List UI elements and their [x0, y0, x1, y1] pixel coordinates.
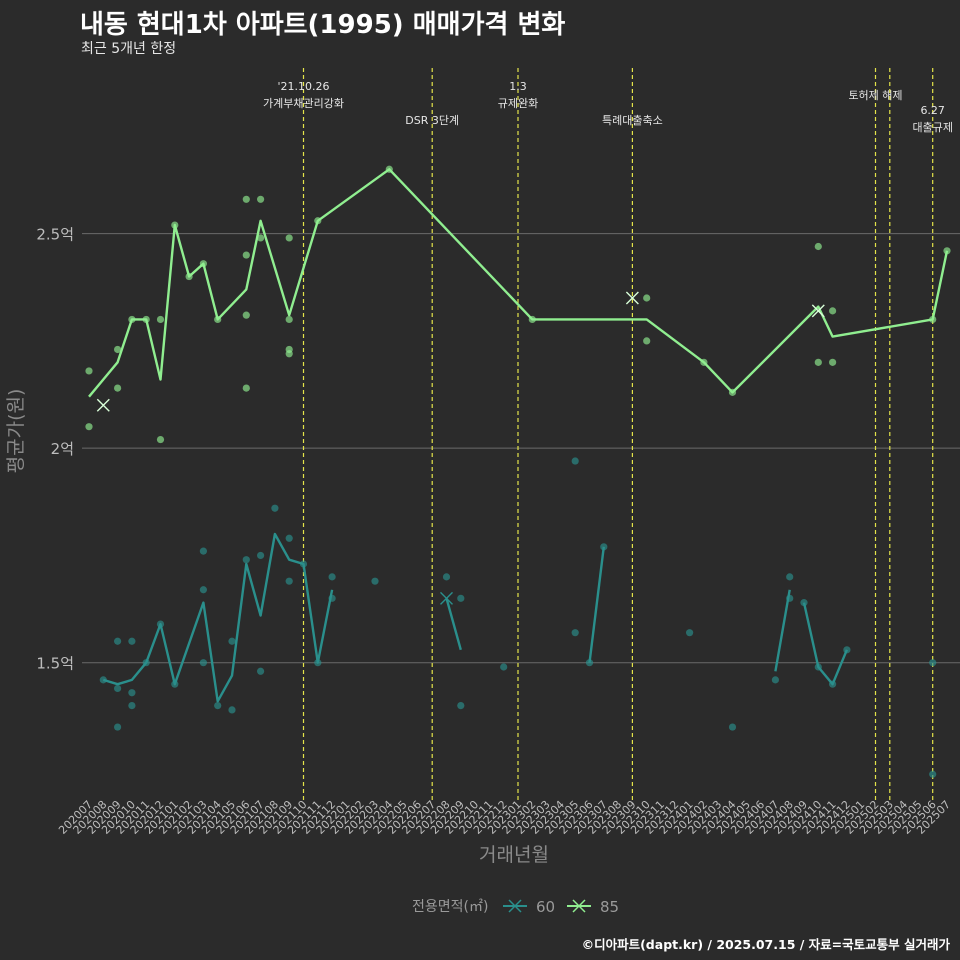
data-point-60: [571, 457, 579, 465]
data-point-85: [242, 311, 250, 319]
event-label: 특례대출축소: [602, 114, 663, 127]
data-point-60: [442, 573, 451, 581]
data-point-85: [643, 294, 651, 302]
data-point-60: [128, 689, 136, 697]
x-marker-85: [96, 398, 110, 412]
data-point-85: [257, 234, 265, 242]
series-line-60: [802, 602, 849, 686]
event-label: DSR 3단계: [405, 114, 459, 127]
data-point-85: [242, 195, 250, 203]
x-marker-85: [625, 291, 639, 305]
data-point-85: [85, 423, 93, 431]
data-point-85: [242, 251, 250, 259]
data-point-60: [929, 770, 937, 778]
data-point-85: [156, 435, 165, 444]
data-point-85: [814, 358, 822, 366]
y-axis-title: 평균가(원): [5, 389, 27, 474]
y-tick-label: 1.5억: [36, 655, 74, 673]
data-point-85: [285, 315, 293, 324]
data-point-60: [199, 586, 207, 594]
data-point-60: [128, 702, 136, 710]
data-point-60: [571, 629, 579, 637]
y-tick-label: 2.5억: [36, 226, 74, 244]
data-point-85: [285, 234, 293, 242]
x-axis-title: 거래년월: [479, 844, 549, 866]
data-point-85: [85, 367, 93, 375]
data-point-85: [829, 358, 837, 366]
data-point-85: [814, 242, 822, 251]
data-point-60: [285, 534, 293, 542]
legend-label: 85: [600, 898, 619, 916]
event-label: 토허제 해제: [848, 88, 902, 102]
data-point-60: [128, 637, 136, 645]
series-line-60: [445, 597, 462, 651]
series-line-85: [88, 168, 949, 398]
source-caption: ©디아파트(dapt.kr) / 2025.07.15 / 자료=국토교통부 실…: [581, 937, 950, 952]
event-label: '21.10.26 가계부채관리강화: [263, 80, 344, 110]
legend-title: 전용면적(㎡): [412, 899, 488, 915]
x-marker-60: [440, 591, 453, 605]
data-point-85: [156, 315, 165, 324]
data-point-60: [199, 547, 207, 555]
series-line-60: [774, 589, 791, 672]
legend-key-marker: [572, 899, 586, 913]
data-point-60: [271, 504, 279, 512]
series-line-60: [102, 532, 334, 703]
data-point-85: [114, 345, 122, 354]
data-point-60: [500, 663, 508, 671]
legend-key-marker: [508, 899, 522, 913]
chart-subtitle: 최근 5개년 한정: [81, 41, 177, 57]
data-point-60: [285, 577, 293, 585]
data-point-60: [228, 706, 236, 714]
y-tick-label: 2억: [51, 440, 74, 458]
data-point-60: [686, 629, 694, 637]
chart-title: 내동 현대1차 아파트(1995) 매매가격 변화: [80, 10, 566, 40]
data-point-60: [457, 702, 465, 710]
data-point-85: [943, 247, 951, 255]
data-point-60: [257, 551, 265, 560]
series-line-60: [588, 546, 605, 663]
x-marker-85: [811, 304, 825, 318]
data-point-60: [929, 659, 937, 667]
data-point-60: [328, 573, 336, 581]
data-point-60: [228, 637, 236, 645]
legend-label: 60: [536, 898, 555, 916]
data-point-85: [285, 350, 293, 358]
data-point-85: [829, 307, 837, 315]
data-point-60: [771, 676, 780, 684]
event-label: 6.27 대출규제: [912, 104, 952, 134]
data-point-60: [457, 594, 465, 602]
event-label: 1.3 규제완화: [498, 80, 538, 110]
data-point-85: [257, 195, 265, 203]
data-point-85: [114, 384, 122, 392]
data-point-60: [114, 637, 122, 645]
data-point-60: [728, 723, 737, 731]
data-point-85: [643, 337, 651, 345]
data-point-60: [242, 556, 250, 564]
data-point-60: [114, 684, 122, 693]
data-point-85: [242, 384, 250, 392]
data-point-60: [371, 577, 379, 585]
data-point-60: [257, 667, 265, 675]
data-point-60: [786, 573, 794, 581]
data-point-60: [214, 702, 222, 710]
data-point-60: [114, 723, 122, 731]
data-point-60: [199, 659, 207, 667]
